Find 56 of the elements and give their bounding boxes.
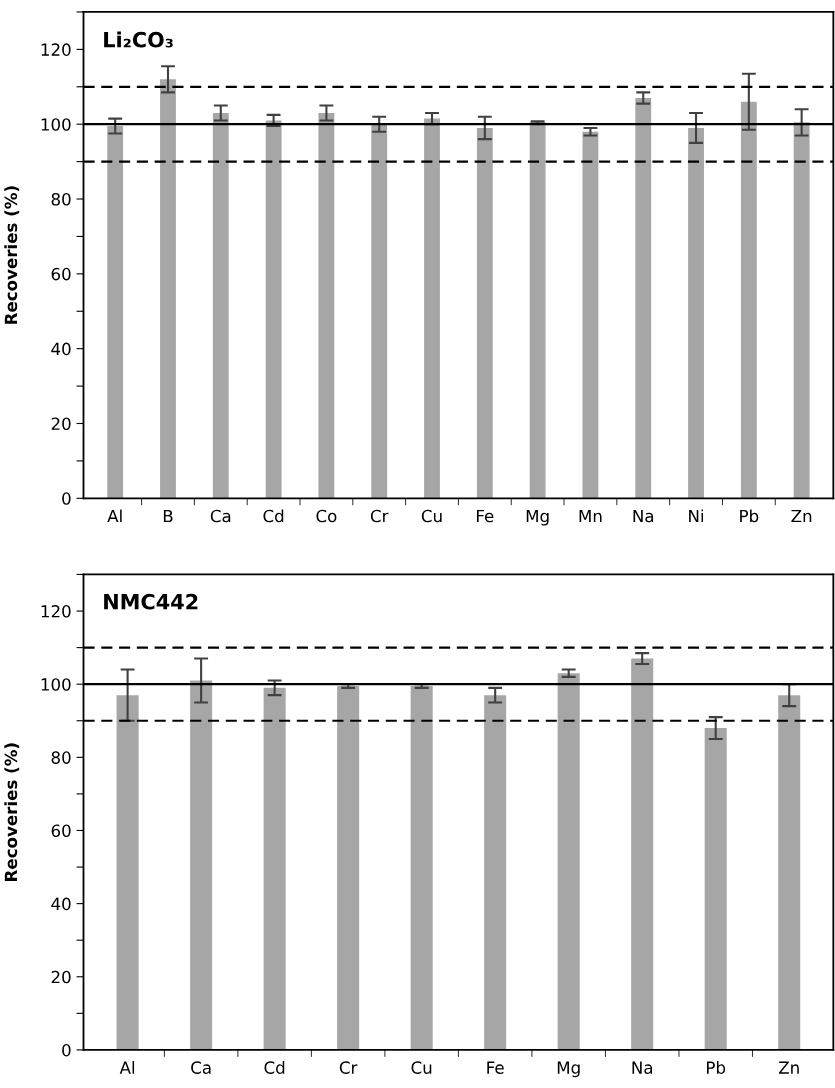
y-tick-label: 120 [41,605,71,618]
y-tick-label: 0 [62,1043,71,1057]
y-tick-label: 20 [51,970,71,984]
x-tick-label: Na [633,509,654,523]
y-tick-label: 40 [51,897,71,911]
x-tick-label: Na [632,1061,653,1074]
y-tick-label: 20 [51,417,71,431]
bar [688,127,704,499]
x-tick-label: Ni [689,509,704,523]
x-tick-label: Ca [210,509,231,523]
bar [212,112,229,499]
bar [424,118,440,499]
text: NMC442 [104,593,198,610]
x-tick-label: B [163,509,173,523]
bar [107,126,124,499]
x-tick-label: Cu [421,509,442,523]
y-axis-title: Recoveries (%) [4,186,20,324]
x-tick-label: Pb [707,1061,726,1074]
bar [265,120,282,499]
y-tick-label: 40 [51,342,71,356]
x-tick-label: Zn [791,509,812,523]
bar [371,124,388,499]
bar [635,98,652,499]
x-tick-label: Cd [264,1061,285,1074]
x-tick-label: Cr [339,1061,358,1074]
x-tick-label: Mg [526,509,549,526]
bar [793,122,810,499]
x-tick-label: Cu [411,1061,432,1074]
y-tick-label: 80 [51,751,71,764]
y-tick-label: 120 [41,43,71,56]
x-tick-label: Mn [579,509,602,523]
bar [318,112,335,499]
x-tick-label: Al [119,1061,135,1074]
x-tick-label: Cr [370,509,389,523]
x-tick-label: Cd [263,509,284,523]
y-axis-title: Recoveries (%) [4,743,20,881]
bar [476,127,493,499]
x-tick-label: Zn [778,1061,799,1074]
x-tick-label: Fe [487,1061,504,1074]
bar [582,131,599,499]
bar [160,79,176,499]
text: Li₂CO₃ [104,31,173,48]
y-tick-label: 60 [51,267,71,281]
bar [529,122,546,499]
x-tick-label: Al [107,509,122,523]
x-tick-label: Co [316,509,337,523]
x-tick-label: Pb [740,509,759,523]
y-tick-label: 0 [62,492,71,505]
bar [740,101,757,499]
y-tick-label: 100 [41,118,71,131]
y-tick-label: 60 [51,824,71,838]
x-tick-label: Fe [476,509,494,523]
y-tick-label: 100 [41,678,71,691]
x-tick-label: Ca [191,1061,211,1074]
y-tick-label: 80 [51,192,71,206]
x-tick-label: Mg [557,1061,580,1078]
